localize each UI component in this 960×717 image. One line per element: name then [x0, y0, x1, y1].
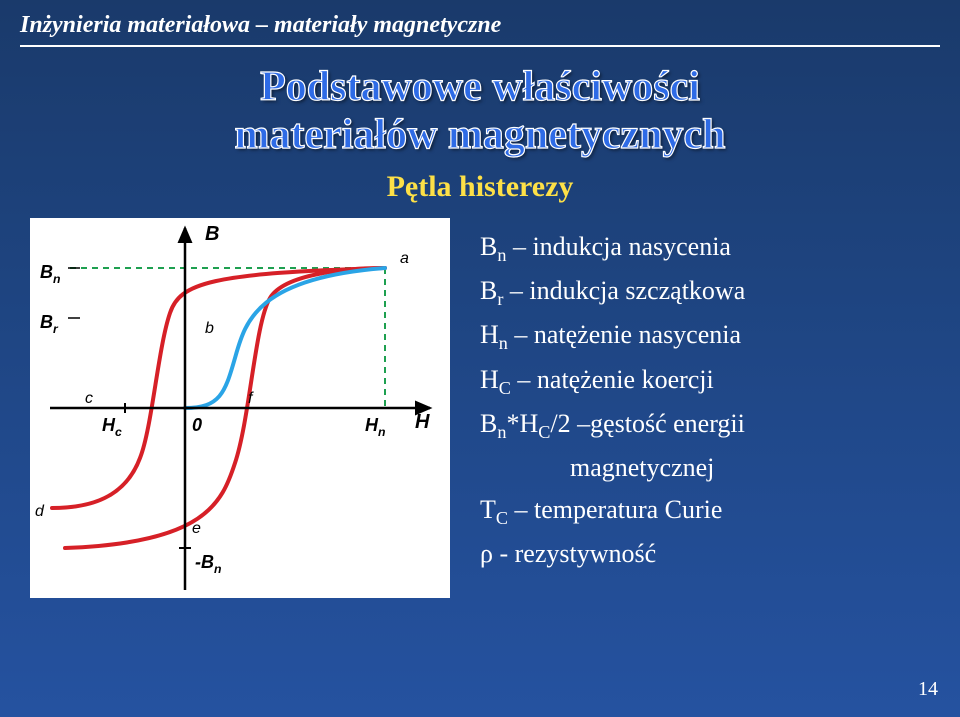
- svg-text:H: H: [415, 411, 430, 433]
- svg-text:Bn: Bn: [40, 262, 60, 286]
- svg-text:d: d: [35, 503, 45, 520]
- legend-row: Bn*HC/2 –gęstość energii: [480, 403, 745, 447]
- hysteresis-svg: B H Bn Br Hc Hn -Bn 0 a b c d e f: [30, 218, 450, 598]
- page-number: 14: [918, 678, 938, 701]
- title-line-2: materiałów magnetycznych: [0, 111, 960, 159]
- svg-text:b: b: [205, 320, 214, 337]
- svg-text:Br: Br: [40, 312, 59, 336]
- slide-title: Podstawowe właściwości materiałów magnet…: [0, 55, 960, 164]
- svg-text:c: c: [85, 390, 93, 407]
- legend-row: ρ - rezystywność: [480, 533, 745, 575]
- title-line-1: Podstawowe właściwości: [0, 63, 960, 111]
- svg-text:Hn: Hn: [365, 415, 385, 439]
- svg-text:0: 0: [192, 415, 202, 435]
- svg-text:e: e: [192, 520, 201, 537]
- svg-text:a: a: [400, 250, 409, 267]
- page-header: Inżynieria materiałowa – materiały magne…: [0, 0, 960, 45]
- legend-row: TC – temperatura Curie: [480, 489, 745, 533]
- legend-row: Bn – indukcja nasycenia: [480, 226, 745, 270]
- svg-text:f: f: [248, 390, 254, 407]
- slide-subtitle: Pętla histerezy: [0, 164, 960, 218]
- svg-text:Hc: Hc: [102, 415, 122, 439]
- svg-text:-Bn: -Bn: [195, 552, 221, 576]
- legend-row: magnetycznej: [480, 447, 745, 489]
- legend-row: Hn – natężenie nasycenia: [480, 314, 745, 358]
- legend: Bn – indukcja nasyceniaBr – indukcja szc…: [480, 218, 745, 575]
- header-rule: [20, 45, 940, 47]
- hysteresis-diagram: B H Bn Br Hc Hn -Bn 0 a b c d e f: [30, 218, 450, 598]
- legend-row: Br – indukcja szczątkowa: [480, 270, 745, 314]
- legend-row: HC – natężenie koercji: [480, 359, 745, 403]
- svg-text:B: B: [205, 223, 219, 245]
- content-row: B H Bn Br Hc Hn -Bn 0 a b c d e f Bn – indukcja nasyc…: [0, 218, 960, 598]
